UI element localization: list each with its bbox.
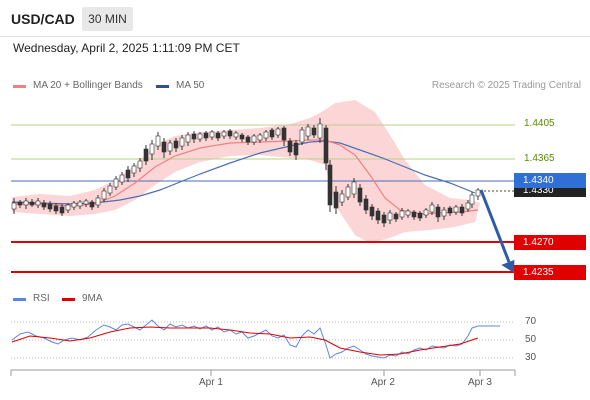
ma50-swatch	[156, 85, 169, 88]
candlesticks	[11, 118, 481, 227]
last-close-tag: 1.4330	[514, 185, 586, 197]
ma20-swatch	[13, 85, 26, 88]
resistance-label-r1: 1.4365	[524, 153, 555, 164]
rsi-legend-label: RSI	[33, 293, 50, 304]
research-credit: Research © 2025 Trading Central	[431, 80, 581, 91]
rsi-axis-50: 50	[525, 334, 537, 345]
x-label-apr2: Apr 2	[371, 377, 395, 388]
support-tag-s2: 1.4235	[514, 265, 586, 280]
x-label-apr1: Apr 1	[199, 377, 223, 388]
resistance-label-r2: 1.4405	[524, 118, 555, 129]
ma20-legend-label: MA 20 + Bollinger Bands	[33, 80, 143, 91]
x-label-apr3: Apr 3	[468, 377, 492, 388]
projection-arrow	[479, 189, 515, 273]
rsi-ma-swatch	[62, 298, 75, 301]
rsi-axis-30: 30	[525, 352, 537, 363]
ma50-line	[11, 140, 476, 205]
bollinger-band	[12, 100, 480, 243]
chart-header: USD/CAD 30 MIN	[0, 0, 590, 37]
current-price-tag: 1.4340	[514, 173, 586, 188]
chart-datetime: Wednesday, April 2, 2025 1:11:09 PM CET	[13, 41, 240, 55]
rsi-axis-70: 70	[525, 316, 537, 327]
timeframe-button[interactable]: 30 MIN	[82, 7, 133, 31]
rsi-ma-line	[11, 326, 479, 356]
rsi-ma-legend-label: 9MA	[82, 293, 103, 304]
symbol-label: USD/CAD	[11, 11, 75, 27]
ma50-legend-label: MA 50	[176, 80, 205, 91]
rsi-swatch	[13, 298, 26, 301]
support-tag-s1: 1.4270	[514, 235, 586, 250]
